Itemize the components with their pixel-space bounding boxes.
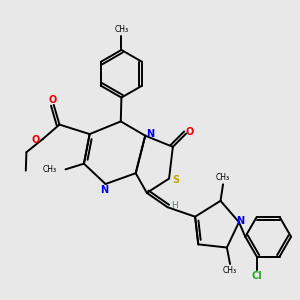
Text: H: H xyxy=(171,201,178,210)
Text: N: N xyxy=(100,185,108,195)
Text: Cl: Cl xyxy=(251,271,262,281)
Text: S: S xyxy=(172,175,180,185)
Text: CH₃: CH₃ xyxy=(114,25,128,34)
Text: O: O xyxy=(186,127,194,137)
Text: N: N xyxy=(146,129,154,140)
Text: CH₃: CH₃ xyxy=(216,173,230,182)
Text: O: O xyxy=(48,95,56,105)
Text: CH₃: CH₃ xyxy=(223,266,237,275)
Text: N: N xyxy=(236,217,244,226)
Text: CH₃: CH₃ xyxy=(43,165,57,174)
Text: O: O xyxy=(32,135,40,145)
